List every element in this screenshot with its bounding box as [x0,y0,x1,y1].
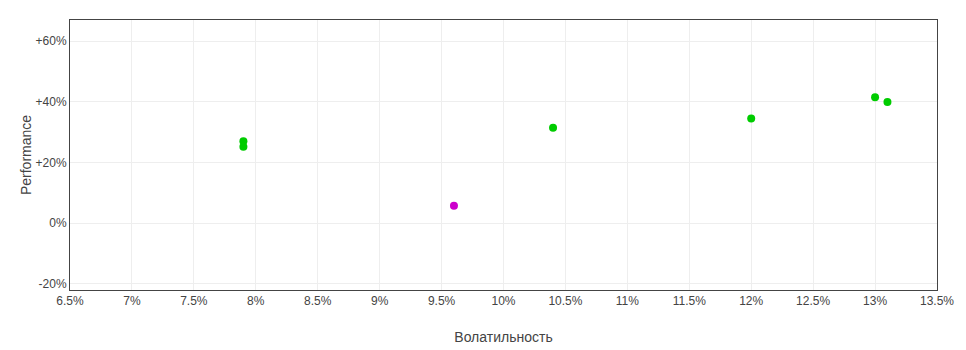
svg-text:Волатильность: Волатильность [454,329,552,345]
svg-text:13%: 13% [863,294,887,308]
svg-text:11%: 11% [616,294,639,308]
svg-text:7%: 7% [123,294,141,308]
svg-text:8.5%: 8.5% [304,294,332,308]
svg-text:12.5%: 12.5% [796,294,830,308]
svg-text:Performance: Performance [18,115,34,195]
svg-text:13.5%: 13.5% [920,294,954,308]
svg-text:-20%: -20% [39,277,67,291]
svg-text:12%: 12% [739,294,763,308]
svg-text:9%: 9% [371,294,389,308]
svg-text:6.5%: 6.5% [56,294,84,308]
svg-text:0%: 0% [49,216,67,230]
svg-text:11.5%: 11.5% [673,294,706,308]
svg-text:7.5%: 7.5% [180,294,208,308]
svg-text:10%: 10% [491,294,515,308]
svg-text:9.5%: 9.5% [428,294,456,308]
svg-text:+40%: +40% [36,95,67,109]
svg-text:+60%: +60% [36,34,67,48]
svg-text:+20%: +20% [36,156,67,170]
svg-text:10.5%: 10.5% [548,294,582,308]
svg-text:8%: 8% [247,294,265,308]
